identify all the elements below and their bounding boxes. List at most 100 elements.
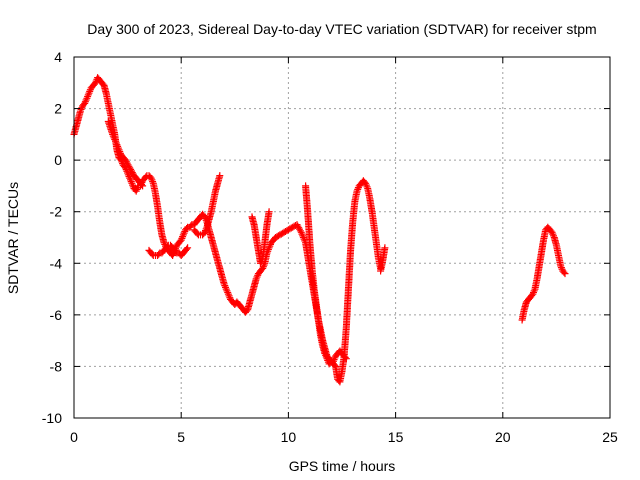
x-tick-label: 15 [388,429,404,445]
chart-title: Day 300 of 2023, Sidereal Day-to-day VTE… [87,21,596,37]
data-point-marker [122,156,129,164]
data-point-marker [81,99,89,107]
data-point-marker [529,290,537,298]
data-point-marker [265,208,273,216]
data-point-marker [560,268,568,276]
data-point-marker [184,244,192,252]
plot-frame [73,56,611,419]
data-point-marker [109,132,117,140]
data-point-marker [132,187,140,195]
data-point-marker [114,144,122,152]
data-point-marker [180,229,188,237]
data-point-marker [557,264,565,272]
data-point-marker [201,228,209,236]
data-point-marker [530,287,538,295]
x-tick-label: 0 [70,429,78,445]
data-point-marker [183,225,191,232]
data-point-marker [224,290,232,298]
data-point-marker [329,357,337,365]
data-point-marker [127,176,134,184]
data-point-marker [187,222,195,230]
data-point-marker [257,259,264,267]
data-point-marker [296,227,304,235]
data-point-marker [223,287,231,295]
data-point-marker [129,181,137,189]
data-point-marker [222,285,230,293]
data-point-marker [77,105,85,113]
data-point-marker [82,96,90,104]
data-point-marker [216,172,224,180]
data-point-marker [86,87,94,95]
data-point-marker [125,173,133,180]
data-point-marker [530,289,537,296]
data-point-marker [128,167,135,175]
data-point-marker [115,146,123,154]
data-point-marker [259,264,267,272]
y-tick-label: 4 [54,49,62,65]
data-point-marker [111,136,119,143]
y-tick-label: -10 [42,410,62,426]
x-axis-label: GPS time / hours [289,458,396,474]
data-point-marker [127,178,135,186]
data-point-marker [138,181,145,189]
data-point-marker [322,351,330,359]
data-point-marker [326,359,334,367]
y-tick-label: 2 [54,101,62,117]
data-point-marker [193,230,201,238]
y-tick-label: -2 [50,204,63,220]
data-point-marker [342,355,350,363]
data-point-marker [91,79,99,87]
data-point-marker [557,262,565,270]
data-point-marker [293,221,301,229]
data-point-marker [84,93,92,100]
data-point-marker [81,98,89,106]
data-point-marker [294,222,302,230]
data-point-marker [126,174,134,182]
data-point-marker [84,91,92,99]
data-point-marker [299,234,307,241]
y-tick-label: -6 [50,307,63,323]
grid [74,57,610,418]
data-point-marker [128,169,136,176]
x-tick-label: 20 [495,429,511,445]
data-point-marker [549,230,557,238]
data-point-marker [110,134,118,142]
data-point-marker [148,250,156,258]
data-point-marker [183,245,191,253]
data-point-marker [169,252,177,259]
data-point-marker [322,353,330,361]
data-point-marker [224,289,232,296]
data-point-marker [123,159,131,167]
data-point-marker [202,225,210,233]
data-point-marker [109,130,117,138]
data-point-marker [127,165,135,173]
data-point-marker [363,183,371,191]
data-point-marker [202,227,209,235]
data-point-marker [220,280,228,288]
x-tick-label: 5 [177,429,185,445]
data-point-marker [160,239,168,247]
data-point-marker [125,162,133,170]
y-axis-ticks: -10 -8 -6 -4 -2 0 2 4 [42,49,610,426]
data-point-marker [299,232,307,240]
data-point-marker [179,231,187,239]
data-point-marker [179,233,187,241]
data-point-marker [258,256,266,264]
x-tick-label: 25 [602,429,618,445]
y-tick-label: -4 [50,255,63,271]
data-point-marker [295,224,303,232]
data-point-marker [253,273,261,281]
data-point-marker [550,232,557,240]
data-point-marker [362,181,370,189]
data-point-marker [341,353,349,361]
data-point-marker [155,250,163,258]
data-point-marker [177,236,185,244]
data-point-marker [139,182,147,190]
x-tick-label: 10 [281,429,297,445]
x-axis-ticks: 0 5 10 15 20 25 [70,57,618,445]
data-point-marker [149,178,157,186]
data-point-marker [298,230,306,238]
data-point-marker [323,355,331,363]
